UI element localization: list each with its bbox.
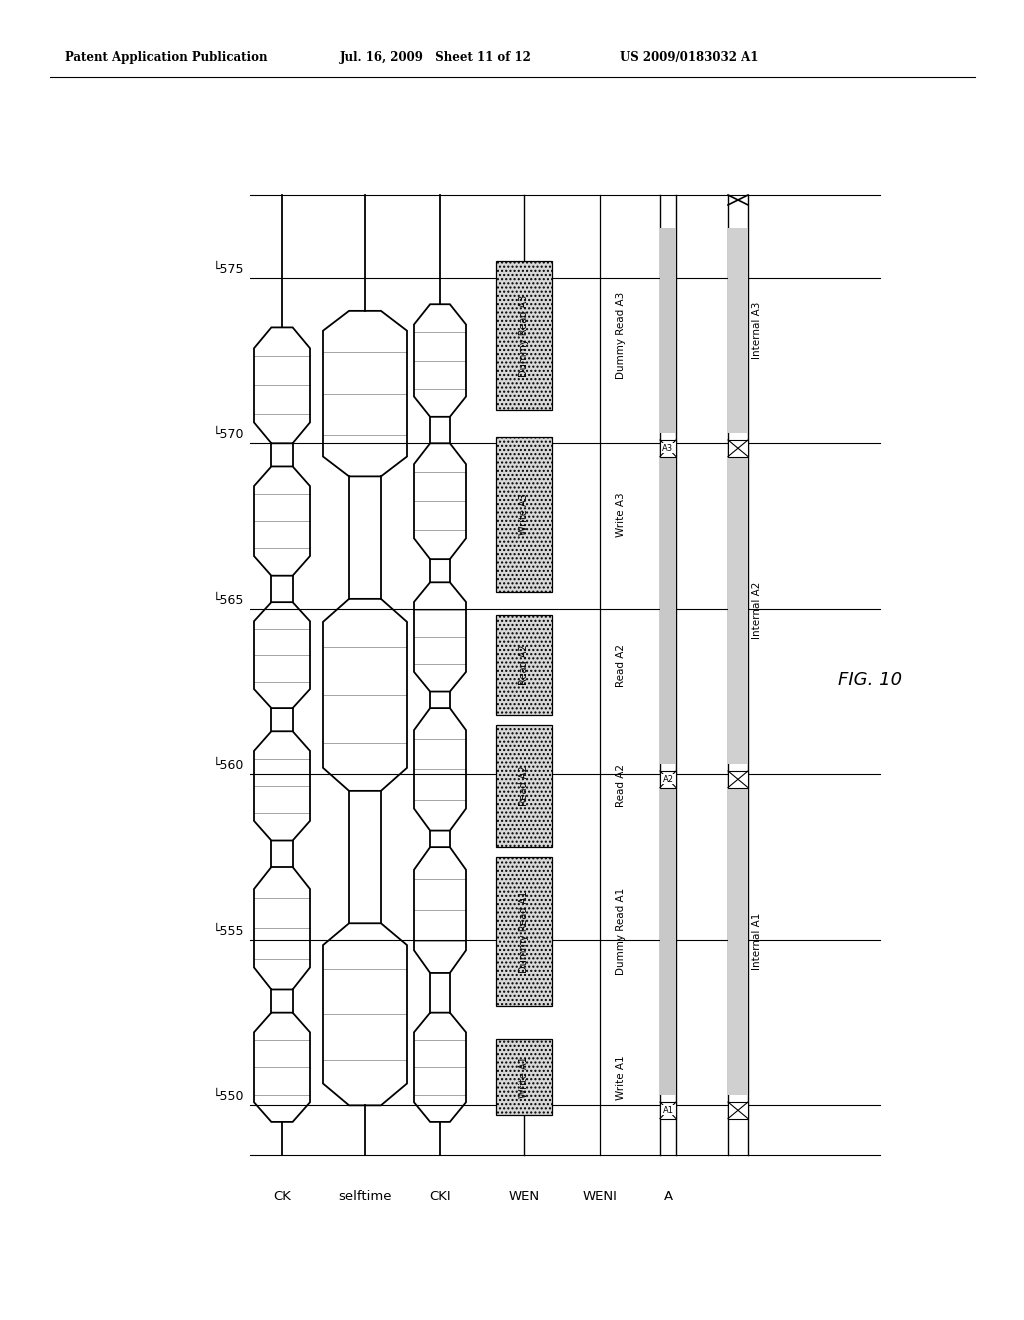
Bar — [660, 440, 676, 457]
Bar — [660, 228, 676, 433]
Text: Internal A1: Internal A1 — [752, 913, 762, 970]
Bar — [660, 771, 676, 788]
Text: Dummy Read A1: Dummy Read A1 — [616, 888, 626, 975]
Bar — [496, 261, 552, 411]
Text: Patent Application Publication: Patent Application Publication — [65, 50, 267, 63]
Bar — [728, 440, 748, 457]
Text: └570: └570 — [213, 428, 244, 441]
Text: CKI: CKI — [429, 1191, 451, 1203]
Bar — [660, 457, 676, 764]
Bar — [496, 437, 552, 593]
Bar — [728, 228, 748, 433]
Bar — [728, 1102, 748, 1118]
Text: US 2009/0183032 A1: US 2009/0183032 A1 — [620, 50, 759, 63]
Text: Dummy Read A1: Dummy Read A1 — [519, 891, 529, 973]
Bar — [496, 857, 552, 1006]
Bar — [728, 788, 748, 1096]
Text: Read A2: Read A2 — [519, 644, 529, 685]
Text: └550: └550 — [213, 1090, 244, 1104]
Bar — [728, 457, 748, 764]
Bar — [660, 1102, 676, 1118]
Text: A: A — [664, 1191, 673, 1203]
Bar — [496, 1039, 552, 1115]
Bar — [496, 615, 552, 714]
Text: Read A2: Read A2 — [616, 644, 626, 686]
Bar — [496, 725, 552, 847]
Text: Internal A2: Internal A2 — [752, 582, 762, 639]
Bar — [728, 771, 748, 788]
Text: Write A3: Write A3 — [519, 494, 529, 536]
Text: Read A2: Read A2 — [616, 764, 626, 808]
Text: A3: A3 — [663, 444, 674, 453]
Bar — [660, 788, 676, 1096]
Text: Write A1: Write A1 — [616, 1055, 626, 1100]
Text: └555: └555 — [213, 925, 244, 937]
Text: Write A1: Write A1 — [519, 1056, 529, 1098]
Text: Dummy Read A3: Dummy Read A3 — [519, 294, 529, 376]
Text: selftime: selftime — [338, 1191, 392, 1203]
Text: Read A2: Read A2 — [519, 766, 529, 807]
Text: A2: A2 — [663, 775, 674, 784]
Text: Dummy Read A3: Dummy Read A3 — [616, 292, 626, 379]
Text: └560: └560 — [213, 759, 244, 772]
Text: WEN: WEN — [509, 1191, 540, 1203]
Text: FIG. 10: FIG. 10 — [838, 671, 902, 689]
Text: └565: └565 — [213, 594, 244, 607]
Text: Write A3: Write A3 — [616, 492, 626, 537]
Text: Jul. 16, 2009   Sheet 11 of 12: Jul. 16, 2009 Sheet 11 of 12 — [340, 50, 531, 63]
Text: Internal A3: Internal A3 — [752, 302, 762, 359]
Text: WENI: WENI — [583, 1191, 617, 1203]
Text: A1: A1 — [663, 1106, 674, 1115]
Text: CK: CK — [273, 1191, 291, 1203]
Text: └575: └575 — [213, 263, 244, 276]
